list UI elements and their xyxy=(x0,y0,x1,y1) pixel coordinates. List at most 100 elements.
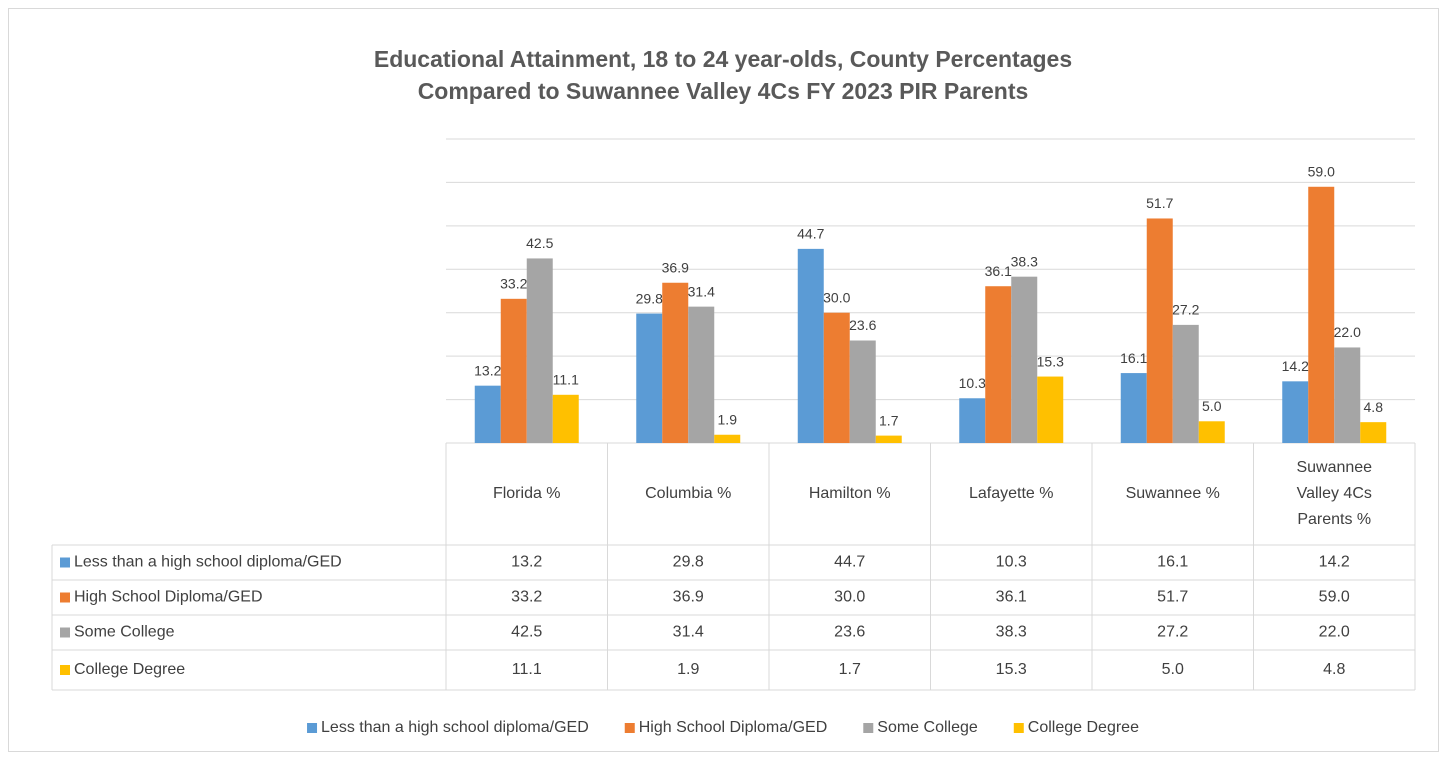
table-legend-key xyxy=(60,665,70,675)
data-label: 36.9 xyxy=(662,259,689,275)
bar xyxy=(1282,381,1309,443)
bar xyxy=(474,385,501,443)
data-label: 5.0 xyxy=(1202,398,1222,414)
table-cell: 31.4 xyxy=(673,624,704,641)
data-label: 36.1 xyxy=(985,263,1012,279)
table-cell: 36.1 xyxy=(996,589,1027,606)
bar xyxy=(1037,376,1064,443)
bar xyxy=(959,398,986,443)
bar xyxy=(552,394,579,443)
category-label: Hamilton % xyxy=(808,485,891,502)
data-label: 31.4 xyxy=(688,283,715,299)
bar xyxy=(1146,218,1173,443)
category-label-text: Lafayette % xyxy=(969,485,1054,502)
data-label: 29.8 xyxy=(636,290,663,306)
table-cell: 22.0 xyxy=(1319,624,1350,641)
table-cell: 11.1 xyxy=(512,661,542,678)
category-label: Lafayette % xyxy=(969,485,1054,502)
data-label: 15.3 xyxy=(1037,353,1064,369)
table-cell: 30.0 xyxy=(834,589,865,606)
bar xyxy=(688,306,715,443)
category-label-text: Suwannee Valley 4Cs Parents % xyxy=(1296,459,1373,528)
category-label-text: Columbia % xyxy=(645,485,732,502)
bar xyxy=(1360,422,1387,443)
table-legend-key xyxy=(60,557,70,568)
chart-title: Compared to Suwannee Valley 4Cs FY 2023 … xyxy=(418,78,1029,104)
legend-label: Some College xyxy=(877,719,978,736)
table-cell: 4.8 xyxy=(1323,661,1345,678)
category-label-text: Florida % xyxy=(492,485,561,502)
bar xyxy=(875,435,902,443)
table-cell: 38.3 xyxy=(996,624,1027,641)
table-cell: 42.5 xyxy=(511,624,542,641)
data-label: 44.7 xyxy=(797,226,824,242)
data-label: 30.0 xyxy=(823,289,850,305)
table-series-name: College Degree xyxy=(74,661,185,678)
legend-key xyxy=(624,723,635,733)
data-label: 14.2 xyxy=(1282,358,1309,374)
table-cell: 59.0 xyxy=(1319,589,1350,606)
data-label: 27.2 xyxy=(1172,302,1199,318)
bar xyxy=(849,340,876,443)
table-cell: 13.2 xyxy=(511,554,542,571)
chart-title: Educational Attainment, 18 to 24 year-ol… xyxy=(374,46,1072,72)
bar xyxy=(1172,324,1199,443)
data-label: 13.2 xyxy=(474,362,501,378)
bar xyxy=(1120,373,1147,443)
category-label-text: Hamilton % xyxy=(808,485,891,502)
legend-key xyxy=(1013,723,1024,733)
data-label: 11.1 xyxy=(553,371,579,387)
data-label: 10.3 xyxy=(959,375,986,391)
bar xyxy=(1308,186,1335,443)
table-cell: 51.7 xyxy=(1157,589,1188,606)
data-label: 22.0 xyxy=(1334,324,1361,340)
table-cell: 10.3 xyxy=(996,554,1027,571)
legend-label: College Degree xyxy=(1028,719,1139,736)
table-cell: 1.7 xyxy=(839,661,861,678)
table-cell: 33.2 xyxy=(511,589,542,606)
bar xyxy=(823,312,850,443)
data-label: 23.6 xyxy=(849,317,876,333)
legend-key xyxy=(307,723,318,733)
table-cell: 5.0 xyxy=(1162,661,1184,678)
data-label: 51.7 xyxy=(1146,195,1173,211)
bar xyxy=(636,313,663,443)
bar xyxy=(662,282,689,443)
data-label: 42.5 xyxy=(526,235,553,251)
category-label: Columbia % xyxy=(645,485,732,502)
legend-key xyxy=(863,723,874,733)
bar xyxy=(500,298,527,443)
table-series-name: Some College xyxy=(74,624,175,641)
table-cell: 16.1 xyxy=(1157,554,1188,571)
bar xyxy=(1011,276,1038,443)
category-label: Suwannee % xyxy=(1125,485,1220,502)
data-label: 16.1 xyxy=(1120,350,1147,366)
category-label: Florida % xyxy=(492,485,561,502)
table-cell: 23.6 xyxy=(834,624,865,641)
bar xyxy=(797,248,824,443)
table-legend-key xyxy=(60,592,70,603)
table-cell: 36.9 xyxy=(673,589,704,606)
table-cell: 14.2 xyxy=(1319,554,1350,571)
category-label: Suwannee Valley 4Cs Parents % xyxy=(1296,459,1373,528)
bar xyxy=(526,258,553,443)
table-legend-key xyxy=(60,627,70,638)
bar xyxy=(714,434,741,443)
data-label: 1.7 xyxy=(879,412,899,428)
table-cell: 1.9 xyxy=(677,661,699,678)
bar xyxy=(1198,421,1225,443)
category-label-text: Suwannee % xyxy=(1125,485,1220,502)
table-cell: 44.7 xyxy=(834,554,865,571)
data-label: 4.8 xyxy=(1364,399,1384,415)
data-label: 38.3 xyxy=(1011,253,1038,269)
legend-label: Less than a high school diploma/GED xyxy=(321,719,589,736)
table-cell: 15.3 xyxy=(996,661,1027,678)
table-series-name: High School Diploma/GED xyxy=(74,589,263,606)
data-label: 1.9 xyxy=(718,411,738,427)
table-series-name: Less than a high school diploma/GED xyxy=(74,554,342,571)
data-label: 33.2 xyxy=(500,276,527,292)
chart-frame xyxy=(8,8,1439,752)
bar xyxy=(1334,347,1361,443)
data-label: 59.0 xyxy=(1308,163,1335,179)
